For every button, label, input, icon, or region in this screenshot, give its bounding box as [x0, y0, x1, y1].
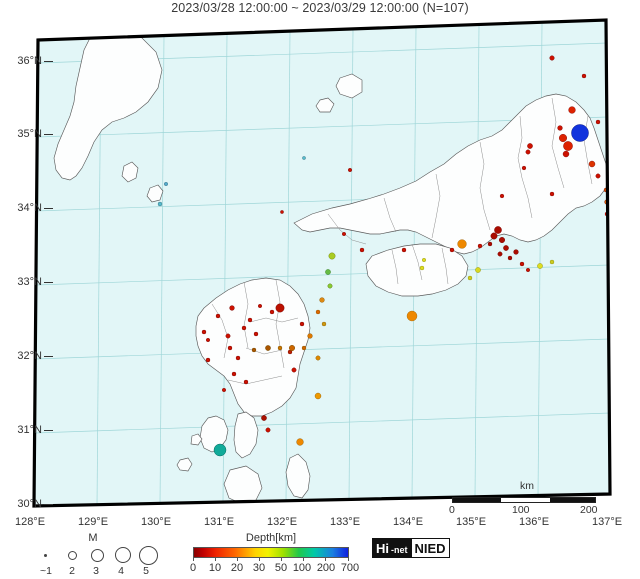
sea-background — [34, 20, 610, 506]
depth-colorbar — [193, 547, 349, 558]
deep-event-marker — [571, 124, 589, 142]
scale-bar-unit: km — [520, 480, 534, 492]
map-frame — [32, 18, 612, 508]
magnitude-circle-4 — [115, 547, 131, 563]
x-tick-132: 132°E — [266, 516, 298, 528]
page-title: 2023/03/28 12:00:00 ~ 2023/03/29 12:00:0… — [171, 1, 469, 15]
x-tick-131: 131°E — [203, 516, 235, 528]
x-tick-134: 134°E — [392, 516, 424, 528]
depth-label-20: 20 — [230, 562, 244, 574]
depth-label-200: 200 — [316, 562, 336, 574]
landmass-group — [53, 29, 609, 505]
magnitude-label-2: 2 — [69, 565, 75, 577]
scale-tick-100: 100 — [512, 504, 530, 516]
depth-label-100: 100 — [292, 562, 312, 574]
magnitude-circle-2 — [68, 551, 77, 560]
y-tick-35: 35°N — [17, 128, 42, 140]
y-tick-32: 32°N — [17, 350, 42, 362]
depth-label-30: 30 — [252, 562, 266, 574]
magnitude-label-1: ~1 — [40, 565, 52, 577]
magnitude-symbols — [28, 546, 158, 566]
seismic-map[interactable]: km 0 100 200 — [32, 18, 612, 516]
depth-label-10: 10 — [208, 562, 222, 574]
logo-nied-text: NIED — [410, 539, 449, 557]
magnitude-labels: ~1 2 3 4 5 — [28, 565, 158, 579]
scale-tick-200: 200 — [580, 504, 598, 516]
magnitude-label-5: 5 — [143, 565, 149, 577]
magnitude-circle-3 — [91, 549, 104, 562]
logo-hi-text: Hi — [373, 539, 391, 557]
epicenter-markers[interactable] — [157, 55, 612, 457]
scale-bar: km 0 100 200 — [449, 480, 602, 520]
x-tick-137: 137°E — [592, 516, 623, 528]
x-tick-136: 136°E — [518, 516, 550, 528]
y-tick-34: 34°N — [17, 202, 42, 214]
depth-legend-title: Depth[km] — [245, 532, 297, 544]
map-svg — [32, 18, 612, 508]
y-tick-33: 33°N — [17, 276, 42, 288]
deep-shallow-event-marker — [213, 443, 227, 457]
magnitude-legend: M ~1 2 3 4 5 — [28, 532, 158, 579]
x-tick-130: 130°E — [140, 516, 172, 528]
map-canvas — [32, 18, 612, 510]
x-tick-133: 133°E — [329, 516, 361, 528]
magnitude-circle-5 — [139, 546, 158, 565]
y-tick-36: 36°N — [17, 55, 42, 67]
depth-legend: Depth[km] 0 10 20 30 50 100 200 700 — [186, 532, 359, 579]
scale-tick-0: 0 — [449, 504, 455, 516]
y-tick-31: 31°N — [17, 424, 42, 436]
prefecture-borders — [211, 97, 593, 385]
depth-label-50: 50 — [274, 562, 288, 574]
scale-bar-track — [452, 497, 596, 503]
x-tick-135: 135°E — [455, 516, 487, 528]
y-tick-30: 30°N — [17, 498, 42, 510]
depth-label-0: 0 — [189, 562, 197, 574]
depth-label-700: 700 — [340, 562, 360, 574]
magnitude-circle-1 — [44, 554, 47, 557]
magnitude-label-4: 4 — [118, 565, 124, 577]
magnitude-legend-title: M — [88, 532, 98, 544]
hinet-nied-logo: Hi -net NIED — [372, 538, 450, 558]
x-tick-129: 129°E — [77, 516, 109, 528]
logo-net-text: -net — [391, 539, 411, 557]
x-tick-128: 128°E — [14, 516, 46, 528]
magnitude-label-3: 3 — [93, 565, 99, 577]
